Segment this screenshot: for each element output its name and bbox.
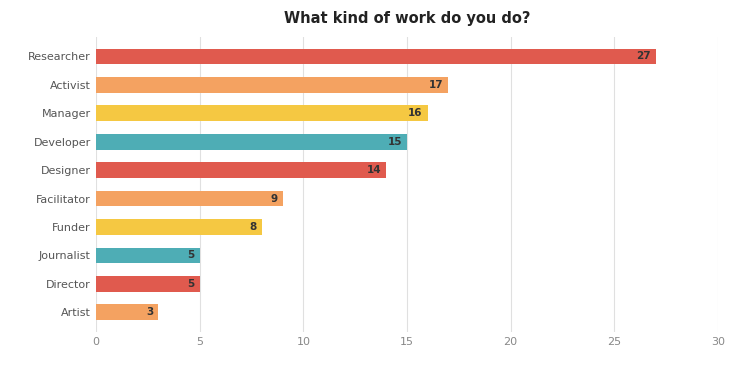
Text: 15: 15 [387,137,402,147]
Bar [96,134,407,150]
Bar [96,276,200,292]
Text: 9: 9 [270,193,278,204]
Text: 16: 16 [408,108,423,118]
Bar [96,191,283,206]
Bar [96,219,262,235]
Text: 5: 5 [187,279,195,289]
Title: What kind of work do you do?: What kind of work do you do? [283,11,531,26]
Bar [96,162,386,178]
Bar [96,304,158,320]
Text: 5: 5 [187,250,195,260]
Bar [96,105,428,121]
Text: 8: 8 [249,222,257,232]
Bar [96,49,656,64]
Text: 27: 27 [636,51,650,61]
Text: 3: 3 [146,307,153,317]
Bar [96,247,200,263]
Text: 17: 17 [428,80,443,90]
Text: 14: 14 [366,165,381,175]
Bar [96,77,448,93]
